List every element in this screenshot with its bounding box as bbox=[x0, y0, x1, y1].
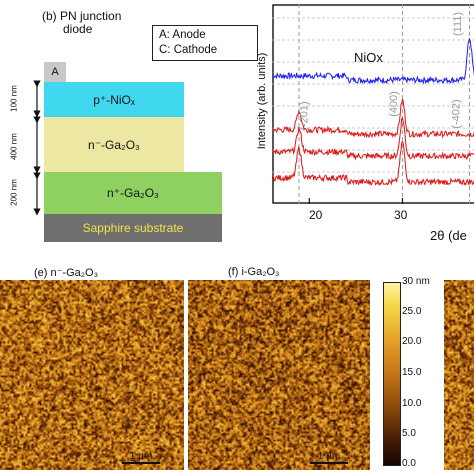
scale-bar-f-line bbox=[310, 462, 348, 464]
xrd-series-line-2 bbox=[272, 117, 474, 161]
afm-image-g-partial bbox=[444, 280, 474, 470]
xrd-frame bbox=[272, 4, 474, 204]
peak-label-111: (111) bbox=[452, 11, 465, 37]
layer-np-ga2o3-label: n⁺-Ga₂O₃ bbox=[107, 186, 159, 200]
layer-np-ga2o3: n⁺-Ga₂O₃ bbox=[44, 172, 222, 214]
scale-bar-f: 1 µm bbox=[310, 451, 348, 464]
colorbar bbox=[383, 282, 401, 466]
layer-n-ga2o3: n⁻-Ga₂O₃ bbox=[44, 117, 184, 172]
substrate-label: Sapphire substrate bbox=[82, 221, 184, 235]
layer-p-niox-label: p⁺-NiOₓ bbox=[93, 92, 135, 107]
niox-label: NiOx bbox=[354, 50, 383, 65]
panel-b-title: (b) PN junction diode bbox=[42, 10, 121, 36]
cb-tick-1: 25.0 bbox=[402, 306, 422, 317]
scale-bar-f-text: 1 µm bbox=[317, 451, 341, 462]
panel-b-title-line2: diode bbox=[63, 22, 93, 36]
thickness-arrows bbox=[33, 80, 41, 216]
contact-anode: A bbox=[44, 62, 66, 82]
cb-tick-5: 5.0 bbox=[402, 428, 416, 439]
afm-image-e bbox=[0, 280, 184, 470]
xrd-series-line-1 bbox=[272, 98, 474, 139]
thickness-n: 400 nm bbox=[9, 133, 19, 160]
peak-label-402: (-402) bbox=[450, 99, 463, 129]
scale-bar-e-text: 1 µm bbox=[129, 451, 153, 462]
layer-n-ga2o3-label: n⁻-Ga₂O₃ bbox=[88, 137, 140, 152]
afm-label-e: (e) n⁻-Ga₂O₃ bbox=[34, 267, 99, 279]
xrd-series-line-3 bbox=[272, 140, 474, 187]
legend-box: A: Anode C: Cathode bbox=[152, 25, 258, 61]
cb-tick-4: 10.0 bbox=[402, 398, 422, 409]
xrd-ylabel: Intensity (arb. units) bbox=[256, 52, 268, 150]
substrate: Sapphire substrate bbox=[44, 214, 222, 242]
xrd-series-line-0 bbox=[272, 37, 474, 85]
layer-p-niox: p⁺-NiOₓ bbox=[44, 82, 184, 117]
cb-tick-0: 30 nm bbox=[402, 276, 430, 287]
scale-bar-e-line bbox=[122, 462, 160, 464]
afm-image-f bbox=[188, 280, 370, 470]
xrd-tick-20: 20 bbox=[309, 208, 323, 222]
afm-label-f: (f) i-Ga₂O₃ bbox=[228, 266, 280, 278]
cb-tick-3: 15.0 bbox=[402, 367, 422, 378]
xrd-chart bbox=[272, 4, 474, 204]
xrd-tick-30: 30 bbox=[394, 208, 408, 222]
cb-tick-6: 0.0 bbox=[402, 458, 416, 469]
scale-bar-e: 1 µm bbox=[122, 451, 160, 464]
thickness-p: 100 nm bbox=[9, 85, 19, 112]
legend-cathode: C: Cathode bbox=[159, 44, 218, 56]
legend-anode: A: Anode bbox=[159, 29, 206, 41]
colorbar-ticks: 30 nm 25.0 20.0 15.0 10.0 5.0 0.0 bbox=[402, 276, 442, 472]
contact-anode-label: A bbox=[51, 66, 59, 78]
peak-label-201: (-201) bbox=[298, 101, 311, 131]
thickness-np: 200 nm bbox=[9, 179, 19, 206]
cb-tick-2: 20.0 bbox=[402, 336, 422, 347]
peak-label-400: (400) bbox=[387, 91, 400, 117]
xrd-xlabel: 2θ (de bbox=[430, 228, 467, 243]
panel-b-title-line1: (b) PN junction bbox=[42, 9, 122, 23]
